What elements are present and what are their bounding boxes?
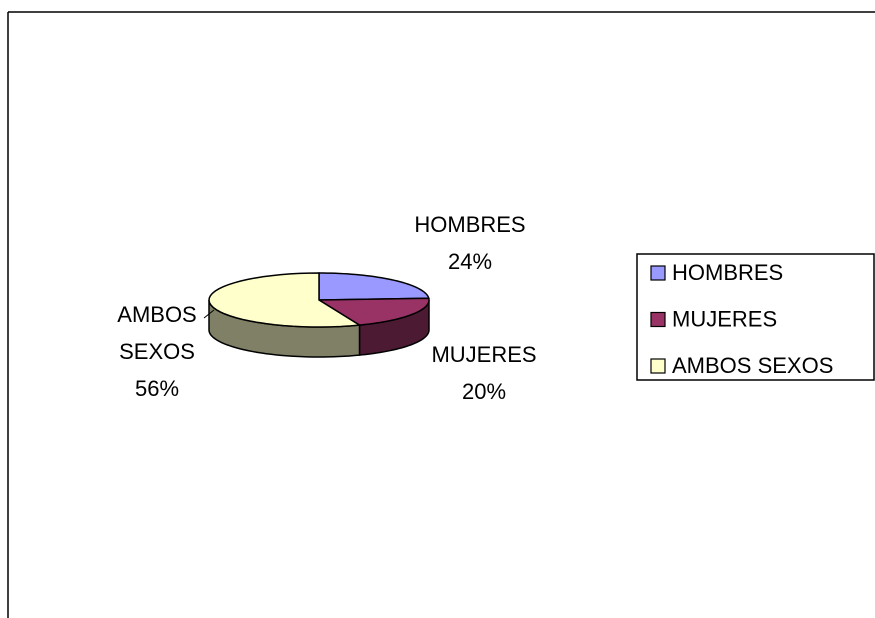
legend-box [636, 253, 875, 381]
data-label-name: AMBOS SEXOS [117, 302, 197, 364]
data-label-value: 24% [447, 249, 493, 274]
data-label-value: 20% [461, 379, 507, 404]
data-label-name: HOMBRES [414, 212, 526, 237]
pie-slice [318, 272, 430, 301]
legend-swatch [650, 265, 666, 281]
data-label-value: 56% [134, 376, 180, 401]
legend-swatch [650, 358, 666, 374]
legend-label: MUJERES [672, 306, 777, 331]
pie-slice [208, 272, 362, 328]
data-label-name: MUJERES [431, 342, 537, 367]
legend-swatch [650, 311, 666, 328]
legend-label: HOMBRES [672, 260, 783, 285]
leader-line [203, 309, 215, 319]
pie-slice [316, 297, 430, 326]
legend-label: AMBOS SEXOS [672, 353, 833, 378]
